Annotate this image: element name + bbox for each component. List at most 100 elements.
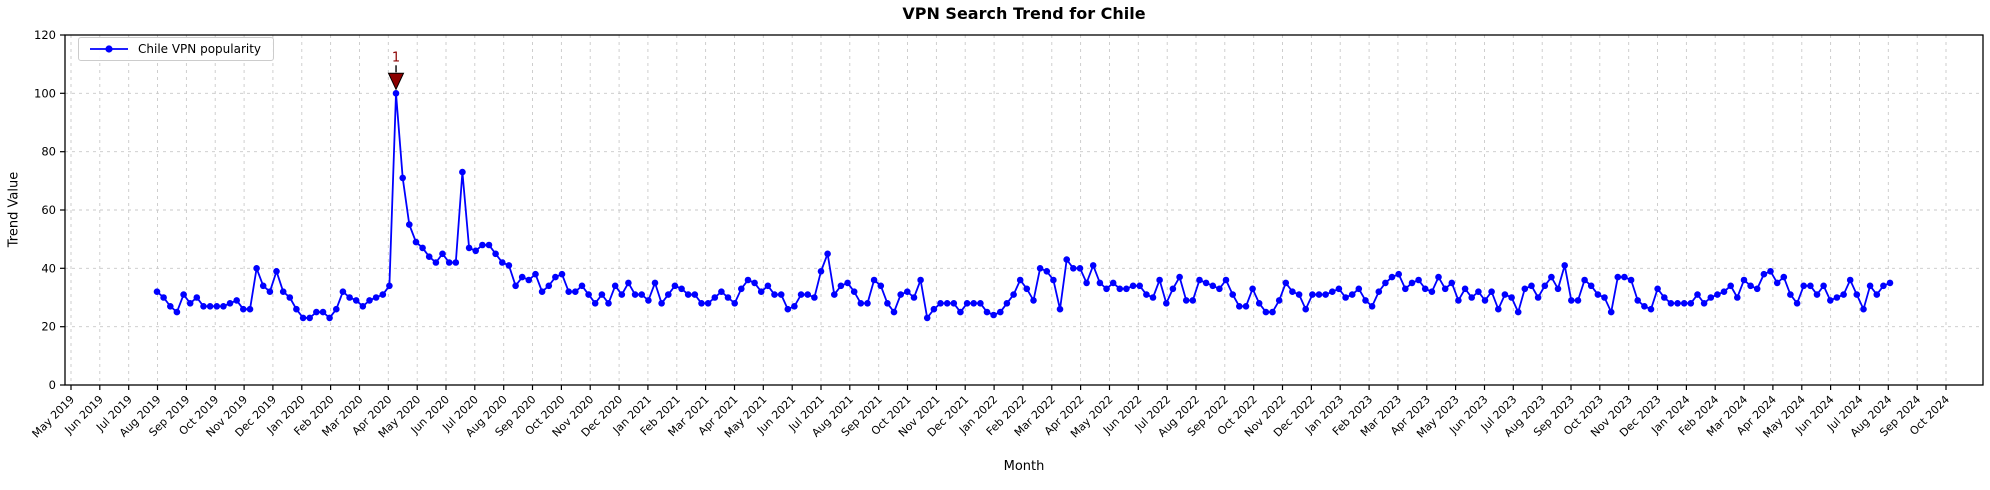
- data-point: [1136, 282, 1143, 290]
- annotation-text: 1: [392, 50, 400, 65]
- data-point: [1189, 297, 1197, 304]
- data-point: [1016, 276, 1024, 284]
- data-point: [1488, 288, 1495, 296]
- data-point: [1641, 303, 1648, 310]
- data-point: [1295, 291, 1303, 298]
- data-point: [1607, 308, 1615, 316]
- x-axis-label: Month: [1003, 459, 1045, 474]
- data-point: [850, 288, 858, 296]
- data-point: [904, 288, 911, 296]
- data-point: [1714, 291, 1721, 298]
- data-point: [824, 250, 831, 258]
- data-point: [352, 297, 360, 304]
- data-point: [1734, 294, 1741, 301]
- data-point: [180, 291, 187, 298]
- data-point: [983, 308, 991, 316]
- data-point: [930, 305, 938, 313]
- legend: Chile VPN popularity: [78, 37, 275, 61]
- data-point: [1010, 291, 1017, 298]
- data-point: [678, 285, 685, 293]
- data-point: [425, 253, 433, 260]
- data-point: [1548, 273, 1555, 281]
- y-tick-label: 60: [41, 203, 56, 217]
- data-point: [1030, 297, 1037, 304]
- data-point: [738, 285, 745, 293]
- data-point: [1216, 285, 1223, 293]
- data-point: [1262, 308, 1270, 316]
- data-point: [1242, 303, 1250, 310]
- data-point: [472, 247, 480, 255]
- data-point: [923, 314, 931, 322]
- data-point: [173, 308, 181, 316]
- data-point: [897, 291, 904, 298]
- data-point: [857, 300, 865, 307]
- data-point: [1003, 300, 1011, 307]
- data-point: [711, 294, 719, 301]
- data-point: [791, 303, 798, 310]
- data-point: [831, 291, 838, 298]
- data-point: [1760, 270, 1768, 278]
- data-point: [1275, 297, 1283, 304]
- data-point: [1880, 282, 1887, 290]
- data-point: [406, 221, 413, 228]
- data-point: [718, 288, 725, 296]
- data-point: [1229, 291, 1236, 298]
- data-point: [1335, 285, 1343, 293]
- data-point: [552, 273, 559, 281]
- data-point: [392, 90, 400, 97]
- data-point: [605, 300, 612, 307]
- data-point: [1820, 282, 1827, 290]
- data-point: [186, 300, 194, 307]
- data-point: [1441, 285, 1449, 293]
- data-point: [864, 300, 871, 307]
- data-point: [213, 303, 221, 310]
- data-point: [1813, 291, 1821, 298]
- data-point: [731, 300, 738, 307]
- data-point: [1309, 291, 1316, 298]
- data-point: [1800, 282, 1807, 290]
- data-point: [638, 291, 645, 298]
- data-point: [499, 259, 506, 266]
- legend-line-marker-icon: [90, 45, 128, 53]
- data-point: [1554, 285, 1562, 293]
- data-point: [1694, 291, 1701, 298]
- data-point: [333, 305, 340, 313]
- data-point: [399, 174, 407, 182]
- data-point: [452, 259, 460, 266]
- data-point: [273, 268, 280, 275]
- data-point: [492, 250, 499, 258]
- data-point: [306, 314, 314, 322]
- data-point: [1627, 276, 1635, 284]
- data-point: [1329, 288, 1336, 296]
- data-point: [977, 300, 984, 307]
- data-point: [1853, 291, 1861, 298]
- data-point: [1282, 279, 1290, 287]
- data-point: [1574, 297, 1582, 304]
- data-point: [1050, 276, 1057, 284]
- data-point: [1860, 305, 1867, 313]
- data-point: [1873, 291, 1881, 298]
- data-point: [339, 288, 347, 296]
- data-point: [1773, 279, 1781, 287]
- data-point: [1109, 279, 1117, 287]
- data-point: [1202, 279, 1210, 287]
- data-point: [1455, 297, 1462, 304]
- data-point: [1528, 282, 1535, 290]
- data-point: [1654, 285, 1661, 293]
- data-point: [1182, 297, 1190, 304]
- data-point: [200, 303, 207, 310]
- data-point: [950, 300, 958, 307]
- data-point: [505, 262, 513, 269]
- data-point: [359, 303, 367, 310]
- data-point: [1362, 297, 1369, 304]
- data-point: [1827, 297, 1834, 304]
- data-point: [240, 305, 247, 313]
- trend-line: [156, 93, 1891, 321]
- data-point: [1680, 300, 1688, 307]
- data-point: [1787, 291, 1794, 298]
- data-point: [386, 282, 393, 290]
- data-point: [631, 291, 639, 298]
- data-point: [1149, 294, 1157, 301]
- data-point: [771, 291, 778, 298]
